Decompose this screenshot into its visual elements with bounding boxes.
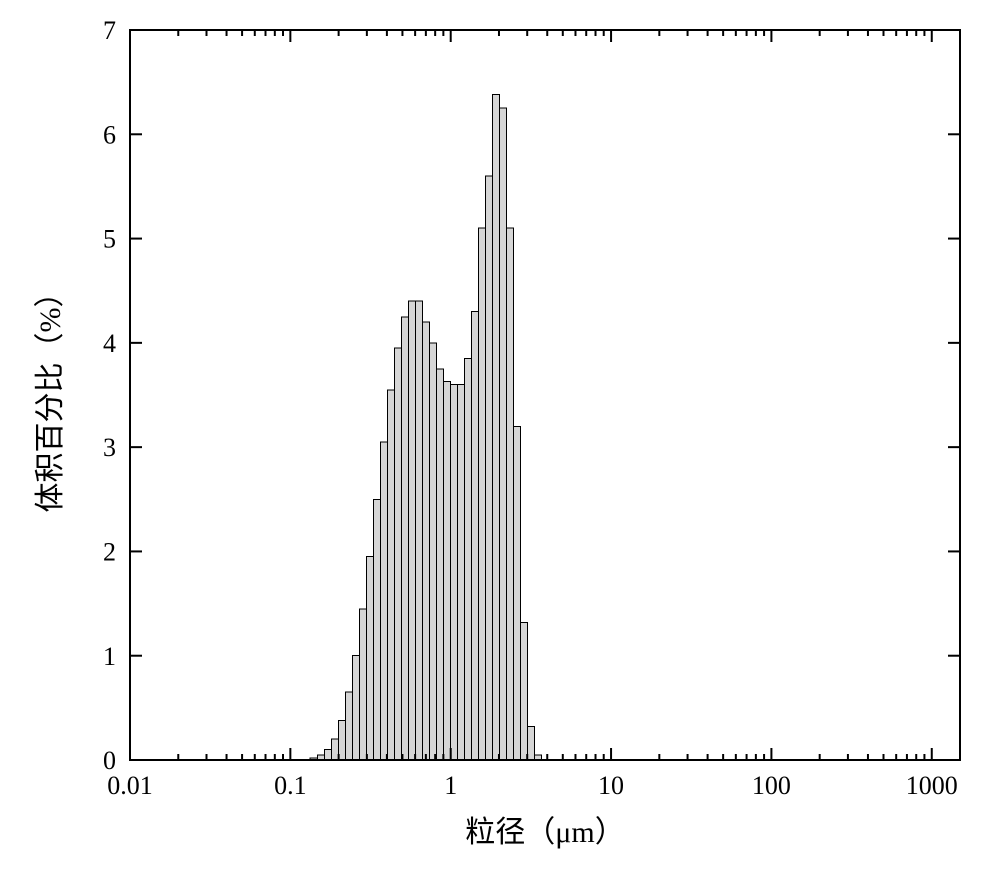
histogram-bar [507,228,514,760]
y-tick-label: 4 [103,329,116,358]
histogram-bar [416,301,423,760]
y-tick-label: 5 [103,225,116,254]
histogram-bar [528,727,535,760]
y-tick-label: 7 [103,16,116,45]
histogram-bar [409,301,416,760]
histogram-bar [374,499,381,760]
x-tick-label: 10 [598,771,624,800]
histogram-bar [345,692,352,760]
y-tick-label: 6 [103,120,116,149]
histogram-bar [451,385,458,760]
x-tick-label: 100 [752,771,791,800]
particle-size-histogram: 0.01 0.1 1 10 100 1000 0 1 2 3 4 5 6 7 粒径（μm） 体积百分比（%） [0,0,1000,871]
x-tick-label: 1000 [906,771,958,800]
histogram-bar [430,343,437,760]
y-axis-label: 体积百分比（%） [34,278,67,513]
histogram-bar [521,622,528,760]
histogram-bar [353,656,360,760]
histogram-bar [444,381,451,760]
y-tick-label: 0 [103,746,116,775]
histogram-bar [381,442,388,760]
histogram-bar [500,108,507,760]
histogram-bar [367,557,374,760]
histogram-bar [402,317,409,760]
y-tick-label: 2 [103,538,116,567]
x-tick-label: 0.01 [107,771,153,800]
chart-container: 0.01 0.1 1 10 100 1000 0 1 2 3 4 5 6 7 粒径（μm） 体积百分比（%） [0,0,1000,871]
histogram-bar [486,176,493,760]
histogram-bar [437,369,444,760]
y-tick-label: 1 [103,642,116,671]
histogram-bar [325,750,332,760]
histogram-bar [472,312,479,760]
histogram-bar [465,359,472,761]
histogram-bar [493,95,500,760]
histogram-bar [423,322,430,760]
histogram-bar [360,609,367,760]
y-tick-label: 3 [103,433,116,462]
histogram-bar [458,385,465,760]
x-tick-label: 1 [444,771,457,800]
histogram-bar [388,390,395,760]
histogram-bar [479,228,486,760]
histogram-bar [514,426,521,760]
histogram-bar [332,739,339,760]
x-axis-label: 粒径（μm） [465,816,624,849]
histogram-bar [395,348,402,760]
x-tick-label: 0.1 [274,771,307,800]
